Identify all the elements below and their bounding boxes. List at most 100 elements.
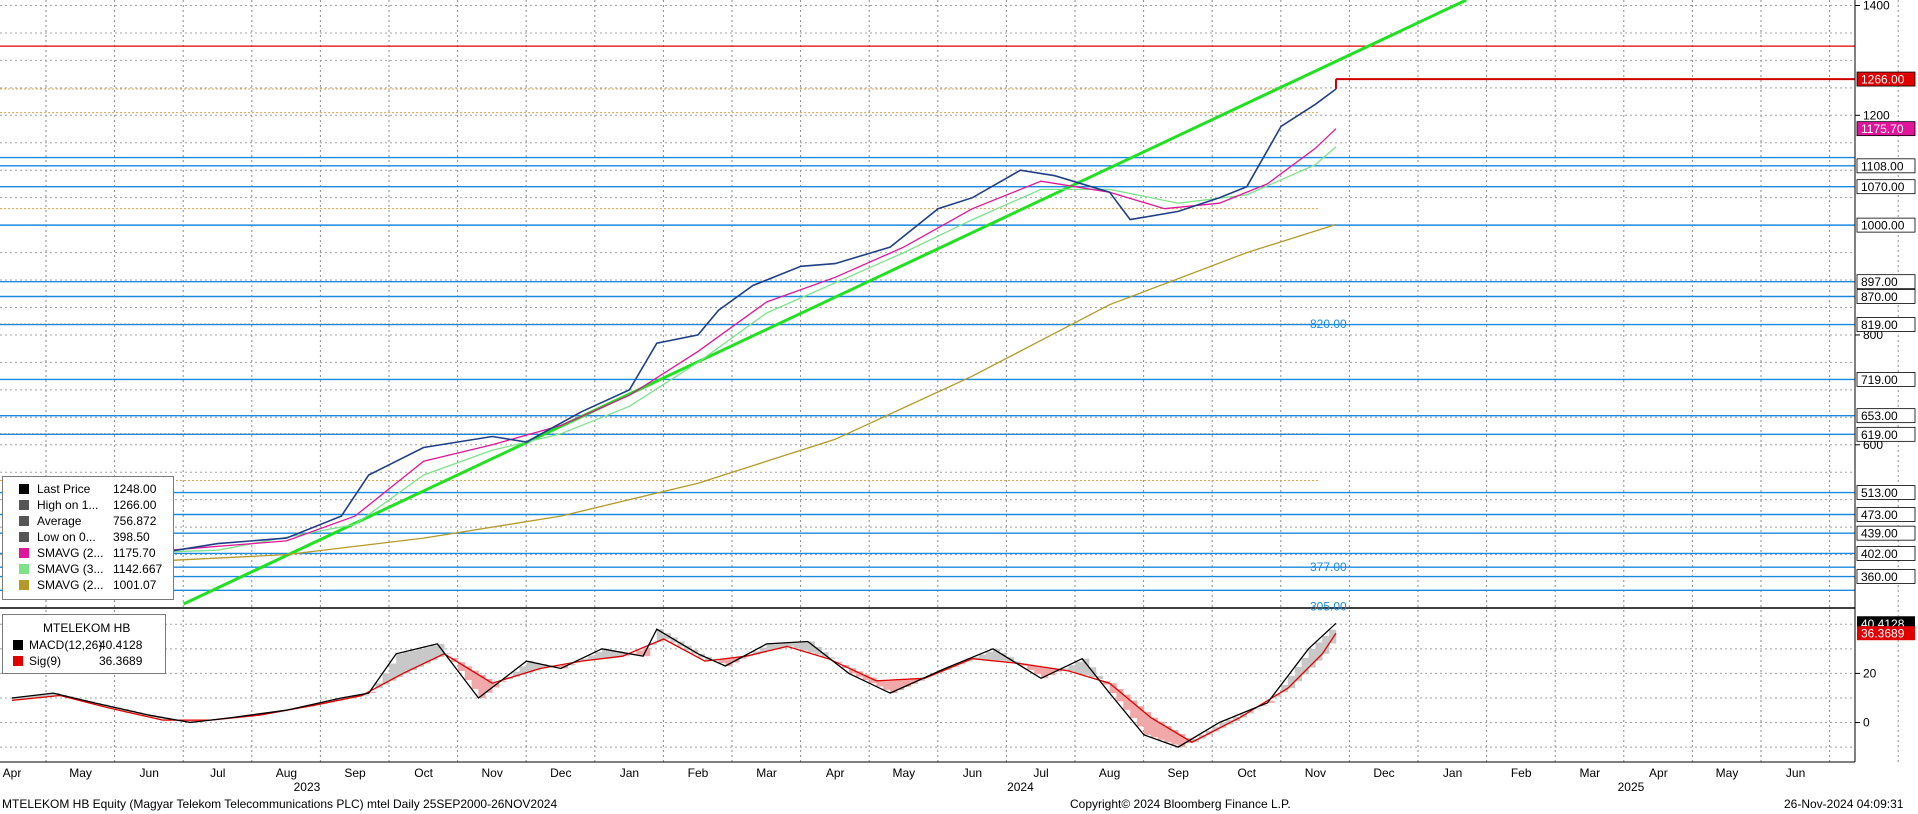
legend-label: SMAVG (2... (37, 578, 104, 592)
macd-histogram-fill (965, 660, 973, 662)
macd-histogram-fill (979, 654, 987, 660)
macd-histogram-fill (739, 657, 747, 659)
macd-histogram-fill (1027, 664, 1035, 670)
legend-swatch (13, 656, 23, 666)
x-tick-label: Jul (1033, 766, 1048, 780)
legend-label: Sig(9) (29, 654, 62, 668)
macd-histogram-fill (1095, 675, 1104, 680)
price-legend-item: SMAVG (2... 1175.70 (3, 545, 173, 561)
x-tick-label: Sep (1168, 766, 1190, 780)
macd-histogram-fill (890, 680, 898, 694)
legend-value: 40.4128 (99, 638, 143, 652)
price-axis-tag (1856, 507, 1916, 522)
price-axis-tag (1856, 546, 1916, 561)
macd-histogram-fill (1164, 725, 1172, 743)
x-tick-label: Aug (276, 766, 297, 780)
price-axis-tag (1856, 71, 1916, 87)
macd-histogram-fill (1329, 629, 1337, 644)
legend-swatch (19, 516, 29, 526)
price-axis-tag-label: 1108.00 (1861, 159, 1904, 173)
legend-swatch (19, 564, 29, 574)
macd-histogram-fill (1308, 648, 1316, 668)
year-label: 2025 (1618, 780, 1645, 794)
macd-legend-item: Sig(9) 36.3689 (3, 653, 165, 669)
legend-value: 398.50 (113, 530, 150, 544)
legend-value: 1266.00 (113, 498, 157, 512)
macd-series-layer (11, 622, 1337, 748)
price-legend: Last Price 1248.00 High on 1... 1266.00 Aver… (2, 476, 174, 600)
macd-histogram-fill (862, 674, 870, 680)
price-axis-tag (1856, 121, 1916, 137)
price-axis-tag-label: 360.00 (1861, 570, 1898, 584)
macd-histogram-fill (464, 666, 472, 680)
macd-y-tick-label: 0 (1863, 716, 1870, 730)
macd-histogram-fill (471, 670, 479, 689)
macd-histogram-fill (773, 643, 781, 650)
x-tick-label: Aug (1099, 766, 1120, 780)
macd-histogram-fill (986, 651, 994, 661)
price-axis-tag (1856, 179, 1916, 195)
macd-histogram-fill (1123, 694, 1131, 710)
legend-swatch (19, 532, 29, 542)
x-tick-label: Jun (140, 766, 159, 780)
macd-histogram-fill (814, 646, 822, 655)
x-tick-label: Sep (344, 766, 366, 780)
macd-histogram-fill (1274, 693, 1282, 697)
macd-histogram-fill (512, 671, 520, 677)
price-axis-tag (1856, 485, 1916, 500)
macd-histogram-fill (389, 663, 397, 681)
legend-value: 1142.667 (113, 562, 163, 576)
macd-histogram-fill (361, 694, 370, 696)
macd-histogram-fill (951, 665, 959, 668)
price-axis-tag (1856, 317, 1916, 332)
x-tick-label: Feb (688, 766, 709, 780)
year-label: 2023 (294, 780, 321, 794)
price-axis-tag (1856, 426, 1916, 442)
legend-swatch (19, 580, 29, 590)
legend-value: 1175.70 (113, 546, 156, 560)
smavg-line (11, 146, 1337, 558)
legend-value: 756.872 (113, 514, 157, 528)
inline-level-label: 305.00 (1310, 600, 1347, 614)
macd-histogram-fill (457, 662, 466, 671)
macd-histogram-fill (766, 643, 774, 652)
macd-histogram-fill (39, 694, 47, 698)
macd-line (11, 622, 1337, 748)
macd-y-tick-label: 20 (1863, 666, 1877, 680)
macd-legend-title: MTELEKOM HB (43, 621, 131, 635)
macd-histogram-fill (835, 661, 843, 663)
macd-histogram-fill (759, 647, 767, 653)
macd-histogram-fill (190, 720, 198, 723)
macd-histogram-fill (540, 664, 548, 669)
macd-histogram-fill (1267, 700, 1275, 703)
legend-label: Low on 0... (37, 530, 96, 544)
green-trendline (182, 0, 1467, 606)
macd-histogram-fill (999, 653, 1007, 662)
macd-histogram-fill (526, 661, 534, 673)
price-series-layer (11, 0, 1467, 606)
smavg-line (11, 128, 1337, 557)
macd-histogram-fill (800, 641, 809, 651)
legend-swatch (19, 484, 29, 494)
macd-histogram-fill (437, 643, 445, 658)
macd-histogram-fill (1315, 642, 1323, 661)
macd-histogram-fill (1219, 722, 1227, 729)
macd-histogram-fill (725, 658, 733, 667)
macd-histogram-fill (1171, 729, 1179, 745)
macd-histogram-fill (1253, 708, 1261, 710)
macd-histogram-fill (25, 696, 33, 700)
macd-histogram-fill (787, 642, 795, 647)
macd-histogram-fill (1013, 661, 1021, 663)
macd-histogram-fill (883, 680, 891, 690)
macd-histogram-fill (1082, 658, 1090, 676)
macd-histogram-fill (1109, 683, 1117, 694)
price-legend-item: SMAVG (2... 1001.07 (3, 577, 173, 593)
macd-histogram-fill (869, 677, 877, 684)
macd-histogram-fill (1178, 733, 1186, 748)
horizontal-level-lines (0, 45, 1855, 591)
macd-histogram-fill (903, 679, 911, 687)
price-legend-item: Average 756.872 (3, 513, 173, 529)
price-axis-tag-label: 870.00 (1861, 290, 1898, 304)
macd-legend-item: MACD(12,26) 40.4128 (3, 637, 165, 653)
